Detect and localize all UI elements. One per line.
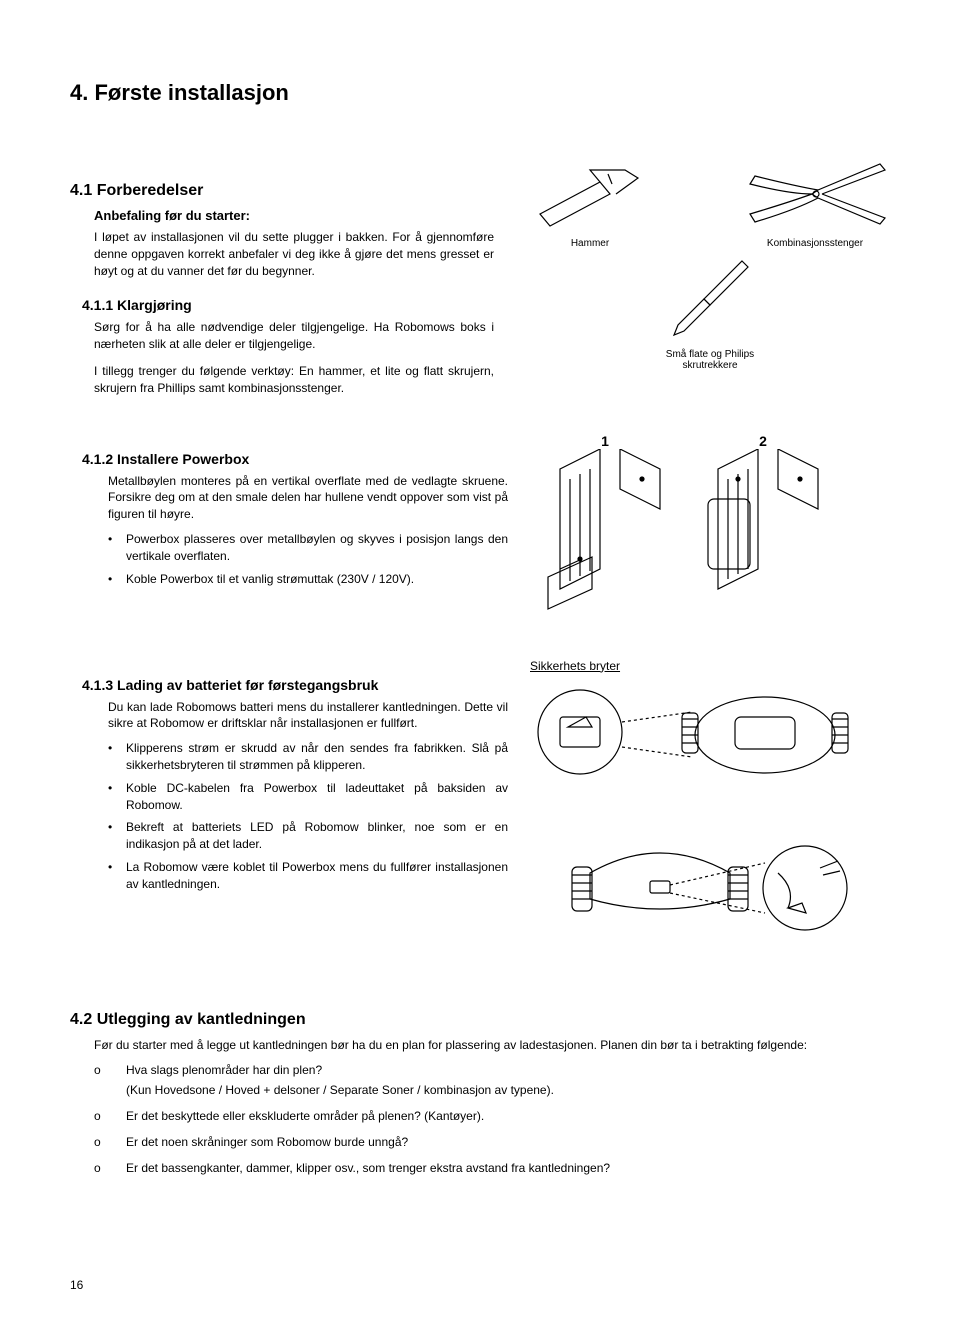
bullets-4-1-3: Klipperens strøm er skrudd av når den se… xyxy=(108,740,508,892)
page-number: 16 xyxy=(70,1278,83,1292)
sub-heading-4-1: Anbefaling før du starter: xyxy=(94,208,510,223)
bullet-4-1-3-b: Koble DC-kabelen fra Powerbox til ladeut… xyxy=(108,780,508,814)
section-4-1-row: 4.1 Forberedelser Anbefaling før du star… xyxy=(70,154,890,407)
olist-4-2: o Hva slags plenområder har din plen? (K… xyxy=(94,1063,890,1175)
heading-4-1-2: 4.1.2 Installere Powerbox xyxy=(82,451,510,467)
charging-figure: Sikkerhets bryter xyxy=(530,659,890,943)
oitem-4-text: Er det bassengkanter, dammer, klipper os… xyxy=(126,1161,890,1175)
hammer-label: Hammer xyxy=(571,238,609,249)
section-4-1-3-text: 4.1.3 Lading av batteriet før førstegang… xyxy=(70,659,510,899)
oitem-3-text: Er det noen skråninger som Robomow burde… xyxy=(126,1135,890,1149)
para-4-1-2: Metallbøylen monteres på en vertikal ove… xyxy=(108,473,508,523)
para-4-1-1a: Sørg for å ha alle nødvendige deler tilg… xyxy=(94,319,494,353)
heading-4-2: 4.2 Utlegging av kantledningen xyxy=(70,1011,890,1029)
pliers-figure: Kombinasjonsstenger xyxy=(740,154,890,249)
tools-figure: Hammer Kombinasjonsstenger Små flate og … xyxy=(530,154,890,371)
oitem-2: o Er det beskyttede eller ekskluderte om… xyxy=(94,1109,890,1123)
safety-switch-label: Sikkerhets bryter xyxy=(530,659,620,673)
bullet-4-1-3-a: Klipperens strøm er skrudd av når den se… xyxy=(108,740,508,774)
circle-marker: o xyxy=(94,1063,108,1077)
mower-top-icon xyxy=(530,677,850,807)
oitem-2-text: Er det beskyttede eller ekskluderte områ… xyxy=(126,1109,890,1123)
bullets-4-1-2: Powerbox plasseres over metallbøylen og … xyxy=(108,531,508,587)
bullet-4-1-2-b: Koble Powerbox til et vanlig strømuttak … xyxy=(108,571,508,588)
para-4-1-intro: I løpet av installasjonen vil du sette p… xyxy=(94,229,494,279)
screwdriver-figure: Små flate og Philips skrutrekkere xyxy=(650,255,770,371)
para-4-2-intro: Før du starter med å legge ut kantlednin… xyxy=(94,1037,854,1054)
oitem-4: o Er det bassengkanter, dammer, klipper … xyxy=(94,1161,890,1175)
chapter-title: 4. Første installasjon xyxy=(70,80,890,106)
section-4-1-2-row: 4.1.2 Installere Powerbox Metallbøylen m… xyxy=(70,433,890,619)
chapter-text: Første installasjon xyxy=(94,80,288,105)
section-4-1-2-text: 4.1.2 Installere Powerbox Metallbøylen m… xyxy=(70,433,510,594)
para-4-1-1b: I tillegg trenger du følgende verktøy: E… xyxy=(94,363,494,397)
heading-4-1: 4.1 Forberedelser xyxy=(70,182,510,200)
oitem-1-text: Hva slags plenområder har din plen? xyxy=(126,1063,890,1077)
chapter-number: 4. xyxy=(70,80,88,105)
circle-marker: o xyxy=(94,1161,108,1175)
powerbox-figure: 1 2 xyxy=(530,433,890,619)
screwdriver-icon xyxy=(660,255,760,345)
bracket-icon xyxy=(530,449,680,619)
pliers-icon xyxy=(740,154,890,234)
hammer-icon xyxy=(530,164,650,234)
bullet-4-1-2-a: Powerbox plasseres over metallbøylen og … xyxy=(108,531,508,565)
powerbox-mount-icon xyxy=(688,449,838,619)
section-4-1-text: 4.1 Forberedelser Anbefaling før du star… xyxy=(70,154,510,407)
screwdriver-label: Små flate og Philips skrutrekkere xyxy=(650,349,770,371)
circle-marker: o xyxy=(94,1109,108,1123)
oitem-1-sub: (Kun Hovedsone / Hoved + delsoner / Sepa… xyxy=(126,1083,890,1097)
para-4-1-3: Du kan lade Robomows batteri mens du ins… xyxy=(108,699,508,733)
circle-marker: o xyxy=(94,1135,108,1149)
fig-num-1: 1 xyxy=(601,433,609,449)
oitem-1: o Hva slags plenområder har din plen? (K… xyxy=(94,1063,890,1097)
fig-num-2: 2 xyxy=(759,433,767,449)
pliers-label: Kombinasjonsstenger xyxy=(767,238,863,249)
oitem-3: o Er det noen skråninger som Robomow bur… xyxy=(94,1135,890,1149)
bullet-4-1-3-d: La Robomow være koblet til Powerbox mens… xyxy=(108,859,508,893)
mower-rear-icon xyxy=(530,813,850,943)
section-4-1-3-row: 4.1.3 Lading av batteriet før førstegang… xyxy=(70,659,890,943)
heading-4-1-1: 4.1.1 Klargjøring xyxy=(82,297,510,313)
heading-4-1-3: 4.1.3 Lading av batteriet før førstegang… xyxy=(82,677,510,693)
hammer-figure: Hammer xyxy=(530,164,650,249)
bullet-4-1-3-c: Bekreft at batteriets LED på Robomow bli… xyxy=(108,819,508,853)
